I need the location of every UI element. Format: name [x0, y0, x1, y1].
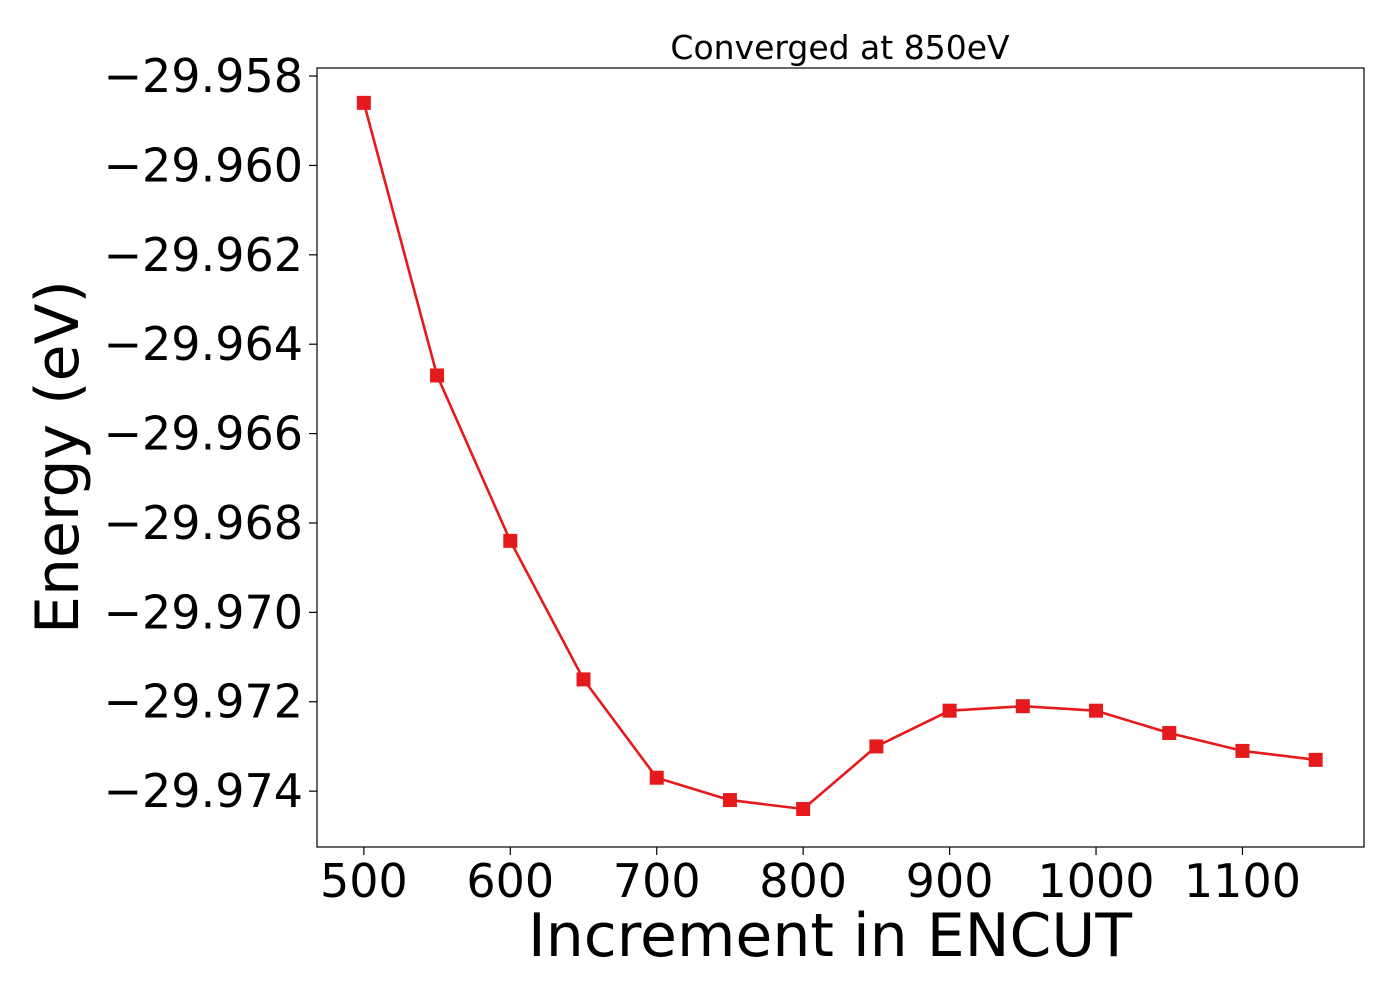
x-tick-label: 1100 — [1184, 854, 1301, 908]
series-line — [362, 102, 1316, 811]
y-tick-label: −29.966 — [104, 407, 304, 461]
y-tick-label: −29.962 — [104, 228, 304, 282]
data-point-marker — [1015, 699, 1030, 714]
x-axis-label: Increment in ENCUT — [528, 901, 1132, 971]
plot-area — [356, 95, 1323, 817]
x-tick-label: 1000 — [1037, 854, 1154, 908]
data-point-marker — [796, 802, 811, 817]
data-point-marker — [869, 739, 884, 754]
data-point-marker — [503, 533, 518, 548]
y-tick-label: −29.968 — [104, 496, 304, 550]
data-point-marker — [942, 703, 957, 718]
data-point-marker — [649, 770, 664, 785]
data-point-marker — [1089, 703, 1104, 718]
data-point-marker — [1308, 752, 1323, 767]
y-tick-label: −29.972 — [104, 675, 304, 729]
y-tick-label: −29.964 — [104, 317, 304, 371]
y-axis-label: Energy (eV) — [23, 280, 93, 634]
data-point-marker — [1235, 743, 1250, 758]
x-tick-label: 700 — [613, 854, 701, 908]
data-point-marker — [430, 368, 445, 383]
axes-frame — [316, 67, 1365, 848]
data-point-marker — [576, 672, 591, 687]
x-tick-label: 500 — [320, 854, 408, 908]
data-point-marker — [356, 95, 371, 110]
y-tick-label: −29.960 — [104, 138, 304, 192]
data-point-marker — [1162, 726, 1177, 741]
axis-ticks: 500 600 700 800 900 1000 1100 −29.958 −29.960 −29… — [104, 49, 1301, 908]
chart-title: Converged at 850eV — [670, 28, 1010, 67]
y-tick-label: −29.970 — [104, 585, 304, 639]
data-point-marker — [722, 793, 737, 808]
y-tick-label: −29.958 — [104, 49, 304, 103]
y-tick-label: −29.974 — [104, 764, 304, 818]
x-tick-label: 600 — [466, 854, 554, 908]
x-tick-label: 800 — [759, 854, 847, 908]
x-tick-label: 900 — [906, 854, 994, 908]
